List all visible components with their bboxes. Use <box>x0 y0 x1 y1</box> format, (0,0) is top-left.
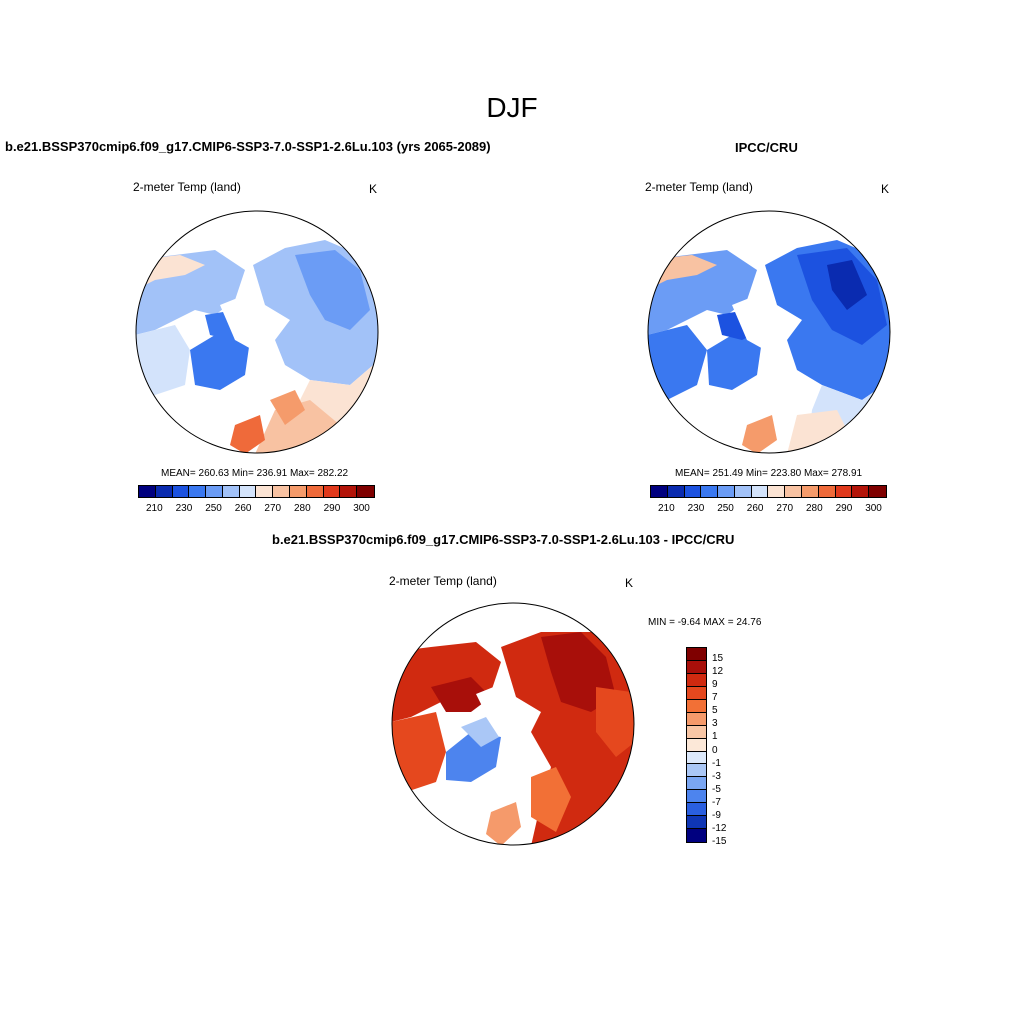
colorbar-swatch <box>687 712 706 726</box>
colorbar-swatch <box>687 751 706 765</box>
colorbar-tick-label: 3 <box>712 718 718 730</box>
colorbar-swatch <box>357 486 374 497</box>
colorbar-tick-label: 1 <box>712 731 718 743</box>
colorbar-swatch <box>835 486 853 497</box>
colorbar-tick-label: 250 <box>205 503 222 514</box>
diff-panel-title: b.e21.BSSP370cmip6.f09_g17.CMIP6-SSP3-7.… <box>272 532 735 547</box>
colorbar-swatch <box>734 486 752 497</box>
colorbar-swatch <box>684 486 702 497</box>
colorbar-tick-label: 280 <box>294 503 311 514</box>
right-panel-title: IPCC/CRU <box>735 140 798 155</box>
colorbar-swatch <box>340 486 358 497</box>
colorbar-swatch <box>273 486 291 497</box>
colorbar-swatch <box>323 486 341 497</box>
colorbar-tick-label: 5 <box>712 705 718 717</box>
colorbar-swatch <box>206 486 223 497</box>
colorbar-tick-label: 12 <box>712 666 724 678</box>
colorbar-tick-label: 210 <box>658 503 675 514</box>
colorbar-tick-label: -12 <box>712 822 727 834</box>
colorbar-tick-label: -9 <box>712 809 721 821</box>
colorbar-tick-label: 210 <box>146 503 163 514</box>
colorbar-swatch <box>306 486 324 497</box>
left-panel-title: b.e21.BSSP370cmip6.f09_g17.CMIP6-SSP3-7.… <box>5 139 491 154</box>
colorbar-tick-label: 270 <box>776 503 794 514</box>
colorbar-swatch <box>751 486 769 497</box>
colorbar-swatch <box>222 486 240 497</box>
colorbar-swatch <box>802 486 819 497</box>
colorbar-tick-label: 300 <box>353 503 370 514</box>
colorbar-tick-label: 300 <box>865 503 882 514</box>
colorbar-swatch <box>256 486 274 497</box>
colorbar-swatch <box>687 725 706 739</box>
colorbar-swatch <box>239 486 257 497</box>
left-polar-map <box>135 210 379 454</box>
colorbar-tick-label: -1 <box>712 757 721 769</box>
colorbar-swatch <box>172 486 190 497</box>
right-plot-label: 2-meter Temp (land) <box>645 180 753 194</box>
colorbar-swatch <box>687 699 706 713</box>
diff-polar-map <box>391 602 635 846</box>
colorbar-swatch <box>687 673 706 687</box>
colorbar-swatch <box>139 486 156 497</box>
colorbar-swatch <box>687 686 706 700</box>
colorbar-tick-label: 9 <box>712 679 718 691</box>
colorbar-swatch <box>869 486 886 497</box>
right-stats: MEAN= 251.49 Min= 223.80 Max= 278.91 <box>675 468 863 479</box>
right-colorbar <box>650 485 887 498</box>
colorbar-swatch <box>687 803 706 817</box>
colorbar-tick-label: 260 <box>746 503 764 514</box>
colorbar-tick-label: 280 <box>806 503 823 514</box>
colorbar-swatch <box>687 829 706 843</box>
left-units-label: K <box>369 182 378 196</box>
colorbar-swatch <box>687 777 706 791</box>
colorbar-swatch <box>189 486 207 497</box>
colorbar-tick-label: 250 <box>717 503 734 514</box>
diff-colorbar <box>686 647 707 843</box>
colorbar-tick-label: 230 <box>687 503 705 514</box>
colorbar-swatch <box>687 790 706 804</box>
colorbar-swatch <box>718 486 735 497</box>
colorbar-swatch <box>290 486 307 497</box>
colorbar-tick-label: 15 <box>712 653 724 665</box>
colorbar-swatch <box>818 486 836 497</box>
colorbar-tick-label: 290 <box>835 503 853 514</box>
main-title: DJF <box>486 92 538 123</box>
right-units-label: K <box>881 182 890 196</box>
colorbar-tick-label: -15 <box>712 836 727 847</box>
colorbar-tick-label: 7 <box>712 692 718 704</box>
left-stats: MEAN= 260.63 Min= 236.91 Max= 282.22 <box>161 468 349 479</box>
colorbar-swatch <box>651 486 668 497</box>
diff-units-label: K <box>625 576 634 590</box>
colorbar-swatch <box>687 660 706 674</box>
left-plot-label: 2-meter Temp (land) <box>133 180 241 194</box>
colorbar-tick-label: 260 <box>234 503 252 514</box>
colorbar-tick-label: 230 <box>175 503 193 514</box>
colorbar-swatch <box>852 486 870 497</box>
diff-plot-label: 2-meter Temp (land) <box>389 574 497 588</box>
diff-stats: MIN = -9.64 MAX = 24.76 <box>648 617 762 628</box>
colorbar-swatch <box>667 486 685 497</box>
colorbar-tick-label: -7 <box>712 796 721 808</box>
right-polar-map <box>647 210 891 454</box>
colorbar-tick-label: 290 <box>323 503 341 514</box>
colorbar-swatch <box>687 816 706 830</box>
left-colorbar <box>138 485 375 498</box>
colorbar-swatch <box>687 648 706 661</box>
colorbar-swatch <box>701 486 719 497</box>
colorbar-tick-label: 0 <box>712 744 718 756</box>
colorbar-swatch <box>785 486 803 497</box>
colorbar-swatch <box>687 738 706 752</box>
colorbar-tick-label: -5 <box>712 783 721 795</box>
colorbar-swatch <box>687 764 706 778</box>
colorbar-tick-label: 270 <box>264 503 282 514</box>
colorbar-tick-label: -3 <box>712 770 721 782</box>
colorbar-swatch <box>768 486 786 497</box>
colorbar-swatch <box>155 486 173 497</box>
